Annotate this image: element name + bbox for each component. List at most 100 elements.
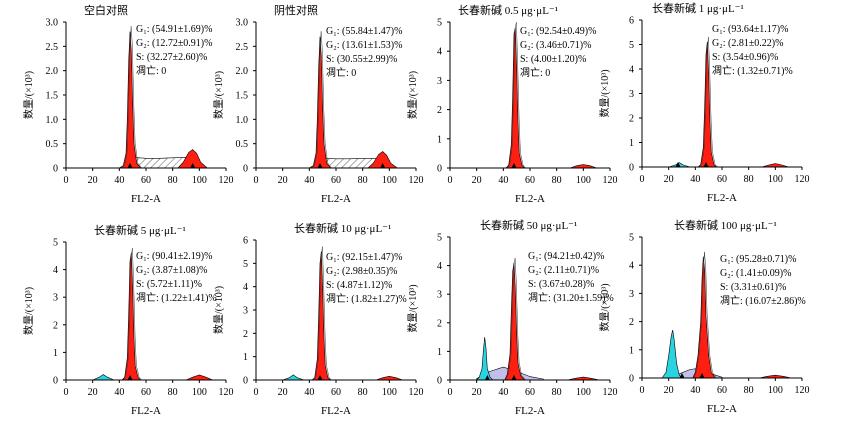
x-tick-label: 20 — [278, 387, 288, 398]
x-axis-label: FL2-A — [707, 403, 737, 415]
y-axis-label: 数量/(×10³) — [22, 71, 35, 119]
histogram-outline — [691, 251, 717, 379]
x-axis-label: FL2-A — [321, 193, 351, 205]
x-tick-label: 120 — [795, 385, 810, 396]
phase-annotation: G₂: (1.41±0.09)% — [720, 268, 791, 279]
gate-marker — [679, 373, 685, 378]
histogram-outline — [696, 37, 718, 168]
x-tick-label: 0 — [64, 387, 69, 398]
x-tick-label: 60 — [141, 175, 151, 186]
gate-marker — [699, 373, 705, 378]
y-tick-label: 3 — [629, 289, 634, 300]
phase-annotation: G₁: (54.91±1.69)% — [136, 24, 212, 35]
gate-marker — [511, 163, 517, 168]
series-g2-area — [375, 375, 403, 381]
y-tick-label: 4 — [243, 282, 248, 293]
x-tick-label: 100 — [192, 387, 207, 398]
series-g2-area — [185, 374, 213, 381]
x-tick-label: 0 — [640, 174, 645, 185]
x-tick-label: 80 — [744, 174, 754, 185]
y-tick-label: 0 — [629, 163, 634, 174]
x-tick-label: 0 — [64, 175, 69, 186]
x-tick-label: 20 — [472, 387, 482, 398]
x-tick-label: 80 — [552, 175, 562, 186]
phase-annotation: S: (3.67±0.28)% — [528, 279, 594, 290]
gate-marker — [127, 375, 133, 380]
histogram-outline — [120, 247, 142, 381]
chart-title: 长春新碱 5 μg·μL⁻¹ — [94, 223, 186, 237]
y-tick-label: 0 — [53, 376, 58, 387]
chart-title: 长春新碱 1 μg·μL⁻¹ — [652, 1, 744, 15]
y-tick-label: 0 — [629, 374, 634, 385]
x-tick-label: 40 — [498, 175, 508, 186]
series-g2-area — [569, 164, 597, 169]
x-tick-label: 20 — [278, 175, 288, 186]
y-tick-label: 4 — [629, 65, 634, 76]
x-tick-label: 60 — [331, 175, 341, 186]
gate-marker — [190, 163, 196, 168]
x-tick-label: 120 — [603, 175, 618, 186]
phase-annotation: G₁: (92.15±1.47)% — [326, 252, 402, 263]
y-tick-label: 2.5 — [46, 42, 59, 53]
histogram-outline — [308, 31, 332, 169]
x-tick-label: 100 — [576, 387, 591, 398]
x-tick-label: 0 — [254, 387, 259, 398]
phase-annotation: S: (4.87±1.12)% — [326, 280, 392, 291]
phase-annotation: G₁: (90.41±2.19)% — [136, 251, 212, 262]
gate-marker — [317, 375, 323, 380]
x-tick-label: 60 — [331, 387, 341, 398]
y-tick-label: 4 — [629, 261, 634, 272]
y-tick-label: 0.5 — [236, 139, 249, 150]
y-tick-label: 5 — [53, 238, 58, 249]
x-tick-label: 40 — [114, 175, 124, 186]
x-tick-label: 120 — [219, 387, 234, 398]
phase-annotation: G₂: (2.81±0.22)% — [712, 38, 783, 49]
x-axis-label: FL2-A — [515, 405, 545, 417]
x-tick-label: 80 — [168, 175, 178, 186]
gate-marker — [380, 163, 386, 168]
x-axis-label: FL2-A — [515, 193, 545, 205]
y-tick-label: 5 — [437, 18, 442, 29]
y-tick-label: 1.0 — [46, 115, 59, 126]
y-tick-label: 2.0 — [46, 66, 59, 77]
phase-annotation: G₁: (93.64±1.17)% — [712, 24, 788, 35]
phase-annotation: 凋亡: (1.82±1.27)% — [326, 292, 407, 305]
y-axis-label: 数量/(×10³) — [212, 286, 225, 334]
x-tick-label: 100 — [768, 385, 783, 396]
x-tick-label: 40 — [498, 387, 508, 398]
y-tick-label: 2 — [437, 318, 442, 329]
y-tick-label: 6 — [629, 16, 634, 27]
x-tick-label: 80 — [358, 175, 368, 186]
histogram-outline — [310, 246, 332, 381]
phase-annotation: 凋亡: (1.32±0.71)% — [712, 64, 793, 77]
x-tick-label: 20 — [664, 174, 674, 185]
x-tick-label: 80 — [168, 387, 178, 398]
phase-annotation: 凋亡: (31.20±1.59)% — [528, 291, 614, 304]
x-tick-label: 100 — [768, 174, 783, 185]
phase-annotation: G₂: (3.87±1.08)% — [136, 265, 207, 276]
chart-title: 阴性对照 — [274, 3, 318, 17]
phase-annotation: 凋亡: 0 — [326, 66, 356, 79]
series-apoptosis-area — [92, 374, 115, 381]
x-tick-label: 20 — [88, 387, 98, 398]
series-apoptosis-area — [282, 374, 305, 381]
gate-marker — [675, 162, 681, 167]
chart-panel-8: 长春新碱 100 μg·μL⁻¹ 0 1 2 3 4 5 0 20 40 60 80 100 120 FL2… — [598, 218, 810, 415]
y-tick-label: 1.5 — [236, 91, 249, 102]
y-tick-label: 0 — [243, 376, 248, 387]
y-tick-label: 1 — [243, 352, 248, 363]
y-tick-label: 2 — [243, 329, 248, 340]
gate-marker — [703, 162, 709, 167]
gate-marker — [511, 375, 517, 380]
x-tick-label: 120 — [409, 175, 424, 186]
phase-annotation: 凋亡: 0 — [136, 64, 166, 77]
x-axis-label: FL2-A — [321, 405, 351, 417]
y-tick-label: 3.0 — [236, 18, 249, 29]
x-tick-label: 100 — [382, 387, 397, 398]
phase-annotation: G₁: (92.54±0.49)% — [520, 26, 596, 37]
histogram-outline — [118, 26, 142, 169]
phase-annotation: G₂: (13.61±1.53)% — [326, 40, 402, 51]
x-axis-label: FL2-A — [131, 405, 161, 417]
y-tick-label: 0 — [437, 376, 442, 387]
